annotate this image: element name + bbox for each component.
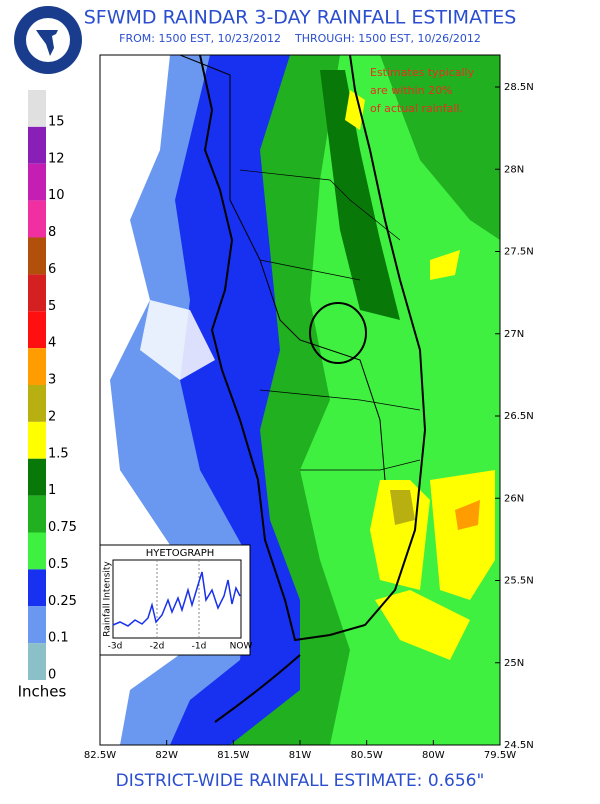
legend-label: 0.1 — [48, 631, 69, 646]
lat-label: 27.5N — [504, 247, 534, 258]
note-line: Estimates typically — [370, 66, 475, 79]
legend-label: 6 — [48, 262, 56, 277]
note-line: of actual rainfall. — [370, 102, 463, 115]
hyetograph-xlabel: -2d — [150, 642, 165, 652]
legend-swatch — [28, 163, 46, 201]
legend-swatch — [28, 495, 46, 533]
legend-swatch — [28, 311, 46, 349]
lon-label: 81.5W — [217, 750, 249, 761]
hyetograph-xlabel: NOW — [230, 642, 253, 652]
note-line: are within 20% — [370, 84, 453, 97]
legend-swatch — [28, 348, 46, 385]
legend-label: 1.5 — [48, 446, 69, 461]
legend-label: 12 — [48, 151, 65, 166]
hyetograph-xlabel: -3d — [108, 642, 123, 652]
legend-swatch — [28, 569, 46, 607]
lon-label: 82W — [155, 750, 178, 761]
lat-label: 27N — [504, 329, 524, 340]
lat-label: 24.5N — [504, 740, 534, 751]
lon-label: 80W — [422, 750, 445, 761]
lat-label: 28.5N — [504, 82, 534, 93]
legend-swatch — [28, 643, 46, 680]
logo — [14, 6, 82, 74]
title: SFWMD RAINDAR 3-DAY RAINFALL ESTIMATES — [84, 7, 517, 29]
legend-swatch — [28, 532, 46, 570]
hyetograph-xlabel: -1d — [192, 642, 207, 652]
legend-swatch — [28, 126, 46, 164]
legend-swatch — [28, 458, 46, 496]
subtitle: FROM: 1500 EST, 10/23/2012 THROUGH: 1500… — [119, 32, 481, 45]
legend-label: 3 — [48, 373, 56, 388]
legend-swatch — [28, 90, 46, 127]
lat-label: 25.5N — [504, 576, 534, 587]
legend-label: 4 — [48, 336, 56, 351]
legend-unit: Inches — [18, 683, 67, 701]
legend-label: 15 — [48, 114, 65, 129]
legend-swatch — [28, 606, 46, 644]
rainfall-map: Estimates typically are within 20% of ac… — [99, 54, 501, 746]
footer-estimate: DISTRICT-WIDE RAINFALL ESTIMATE: 0.656" — [116, 771, 485, 791]
legend-label: 10 — [48, 188, 65, 203]
legend-label: 0.5 — [48, 557, 69, 572]
lon-label: 81W — [289, 750, 312, 761]
legend-swatch — [28, 274, 46, 312]
hyetograph-title: HYETOGRAPH — [146, 548, 215, 559]
lon-label: 79.5W — [484, 750, 516, 761]
hyetograph: HYETOGRAPH Rainfall Intensity -3d -2d -1d N… — [99, 544, 253, 656]
hyetograph-ylabel: Rainfall Intensity — [103, 561, 113, 637]
legend-label: 5 — [48, 299, 56, 314]
legend-label: 8 — [48, 225, 56, 240]
lat-label: 28N — [504, 164, 524, 175]
legend-swatch — [28, 237, 46, 275]
legend-swatch — [28, 200, 46, 238]
lat-label: 26N — [504, 493, 524, 504]
legend-label: 0 — [48, 668, 56, 683]
legend-label: 0.75 — [48, 520, 77, 535]
legend-label: 2 — [48, 409, 56, 424]
legend-swatch — [28, 421, 46, 459]
legend-label: 1 — [48, 483, 56, 498]
lat-label: 26.5N — [504, 411, 534, 422]
legend-swatch — [28, 385, 46, 422]
lon-label: 80.5W — [351, 750, 383, 761]
lon-label: 82.5W — [84, 750, 116, 761]
legend-label: 0.25 — [48, 594, 77, 609]
lat-label: 25N — [504, 658, 524, 669]
map-axes: 82.5W 82W 81.5W 81W 80.5W 80W 79.5W 28.5N 28N 27.… — [84, 82, 534, 761]
